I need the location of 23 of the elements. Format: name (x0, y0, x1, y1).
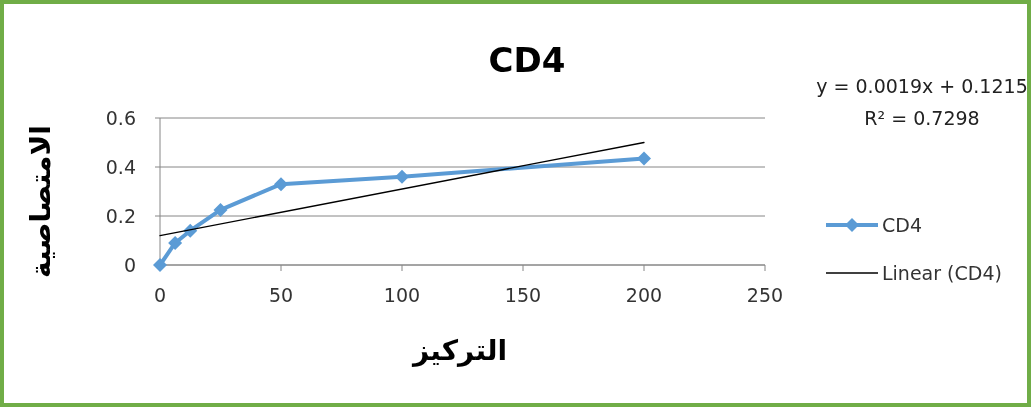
point (168, 235, 183, 250)
legend-label: Linear (CD4) (882, 262, 1002, 284)
legend-label: CD4 (882, 214, 922, 236)
text: R² = 0.7298 (864, 107, 980, 129)
point (153, 258, 167, 272)
x-tick-label: 200 (625, 284, 663, 306)
x-tick-label: 250 (746, 284, 784, 306)
text: y = 0.0019x + 0.1215 (816, 75, 1028, 97)
chart-title: CD4 (488, 40, 566, 80)
point (213, 202, 228, 217)
x-tick-label: 0 (153, 284, 167, 306)
y-tick-label: 0 (123, 254, 136, 276)
point (637, 151, 651, 166)
point (395, 169, 409, 184)
y-axis-title: الامتصاصية (24, 125, 57, 278)
y-tick-label: 0.4 (105, 156, 136, 178)
x-tick-label: 100 (383, 284, 421, 306)
x-tick-label: 50 (268, 284, 294, 306)
y-tick-label: 0.2 (105, 205, 136, 227)
y-tick-label: 0.6 (105, 107, 136, 129)
point (274, 177, 288, 192)
x-tick-label: 150 (504, 284, 542, 306)
x-axis-title: التركيز (410, 334, 508, 367)
